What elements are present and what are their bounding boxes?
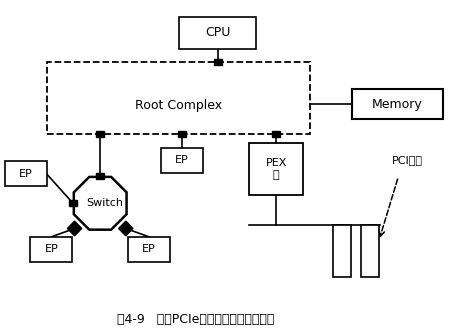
Text: EP: EP	[19, 169, 33, 179]
Bar	[128, 237, 170, 262]
Polygon shape	[119, 221, 133, 236]
Text: EP: EP	[142, 245, 156, 254]
Bar	[96, 173, 104, 179]
Polygon shape	[74, 177, 127, 230]
Bar	[161, 148, 203, 173]
Bar	[179, 17, 256, 49]
Bar	[249, 143, 303, 195]
Bar	[30, 237, 72, 262]
Bar	[47, 62, 310, 134]
Bar	[5, 161, 47, 186]
Bar	[333, 225, 351, 277]
Bar	[361, 225, 379, 277]
Text: PEX
桥: PEX 桥	[266, 158, 287, 180]
Text: Switch: Switch	[86, 198, 123, 208]
Bar	[69, 200, 77, 206]
Bar	[96, 131, 104, 137]
Text: EP: EP	[175, 156, 189, 165]
Text: Root Complex: Root Complex	[135, 98, 222, 112]
Text: 图4-9   基于PCIe总线的通用处理器系统: 图4-9 基于PCIe总线的通用处理器系统	[117, 313, 274, 326]
Bar	[178, 131, 186, 137]
Bar	[352, 89, 443, 119]
Polygon shape	[68, 221, 82, 236]
Text: CPU: CPU	[205, 26, 231, 39]
Text: EP: EP	[44, 245, 58, 254]
Bar	[272, 131, 281, 137]
Text: Memory: Memory	[372, 98, 423, 111]
Text: PCI设备: PCI设备	[392, 155, 423, 165]
Bar	[213, 59, 222, 65]
